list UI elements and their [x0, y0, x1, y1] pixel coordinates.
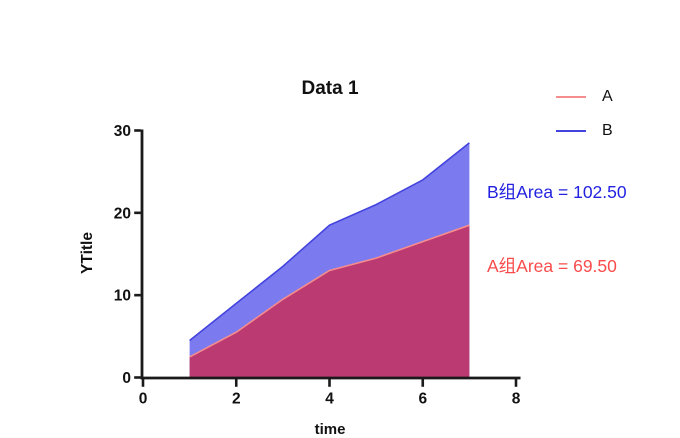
annotation-a-area: A组Area = 69.50: [487, 256, 617, 276]
y-tick-label: 0: [122, 370, 131, 387]
y-tick-label: 10: [114, 288, 131, 305]
x-tick-label: 6: [418, 391, 427, 408]
x-tick-label: 8: [512, 391, 521, 408]
y-axis-title: YTitle: [79, 232, 96, 274]
series-line-A: [189, 224, 470, 358]
legend-label-b: B: [602, 122, 613, 139]
legend: A B: [556, 85, 613, 143]
x-tick-label: 2: [232, 391, 241, 408]
area-A: [189, 225, 470, 378]
x-tick-label: 4: [325, 391, 334, 408]
x-axis-title: time: [314, 421, 346, 438]
chart-title: Data 1: [301, 78, 359, 99]
annotation-b-area: B组Area = 102.50: [487, 182, 627, 202]
legend-line-a: [556, 96, 586, 98]
x-tick-label: 0: [139, 391, 148, 408]
y-tick-label: 20: [114, 205, 131, 222]
legend-label-a: A: [602, 88, 613, 105]
legend-line-b: [556, 130, 586, 132]
legend-item-b: B: [556, 119, 613, 143]
legend-item-a: A: [556, 85, 613, 109]
series-line-B: [189, 142, 470, 342]
plot-area: 0 10 20 30 0 2 4 6 8: [114, 123, 521, 408]
y-tick-label: 30: [114, 123, 131, 140]
